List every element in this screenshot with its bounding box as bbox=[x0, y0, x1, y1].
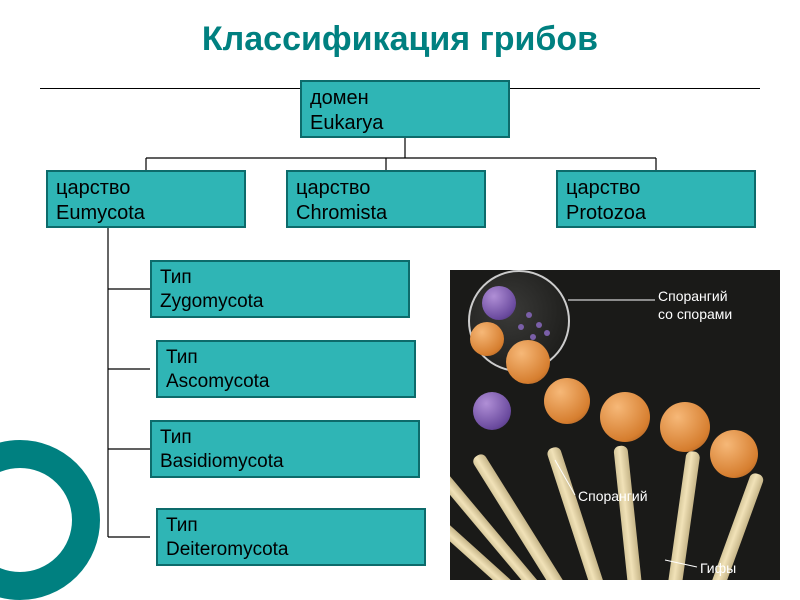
tree-node: ТипDeiteromycota bbox=[156, 508, 426, 566]
node-line1: царство bbox=[566, 176, 746, 201]
node-line1: Тип bbox=[166, 514, 416, 538]
accent-arc bbox=[0, 440, 100, 600]
node-line2: Chromista bbox=[296, 201, 476, 226]
tree-node: ТипZygomycota bbox=[150, 260, 410, 318]
node-line2: Eukarya bbox=[310, 111, 500, 136]
node-line1: царство bbox=[296, 176, 476, 201]
tree-node: ТипAscomycota bbox=[156, 340, 416, 398]
node-line2: Eumycota bbox=[56, 201, 236, 226]
node-line1: Тип bbox=[160, 426, 410, 450]
tree-node: царствоChromista bbox=[286, 170, 486, 228]
node-line2: Ascomycota bbox=[166, 370, 406, 394]
tree-node: доменEukarya bbox=[300, 80, 510, 138]
image-label: Гифы bbox=[700, 560, 736, 576]
node-line1: домен bbox=[310, 86, 500, 111]
sporangium-image: Спорангий со спорами Спорангий Гифы bbox=[450, 270, 780, 580]
node-line1: Тип bbox=[160, 266, 400, 290]
node-line2: Zygomycota bbox=[160, 290, 400, 314]
image-label: со спорами bbox=[658, 306, 732, 322]
image-label: Спорангий bbox=[658, 288, 728, 304]
node-line2: Protozoa bbox=[566, 201, 746, 226]
tree-node: царствоProtozoa bbox=[556, 170, 756, 228]
node-line1: Тип bbox=[166, 346, 406, 370]
image-label: Спорангий bbox=[578, 488, 648, 504]
tree-node: царствоEumycota bbox=[46, 170, 246, 228]
node-line1: царство bbox=[56, 176, 236, 201]
node-line2: Basidiomycota bbox=[160, 450, 410, 474]
node-line2: Deiteromycota bbox=[166, 538, 416, 562]
page-title: Классификация грибов bbox=[0, 20, 800, 59]
tree-node: ТипBasidiomycota bbox=[150, 420, 420, 478]
